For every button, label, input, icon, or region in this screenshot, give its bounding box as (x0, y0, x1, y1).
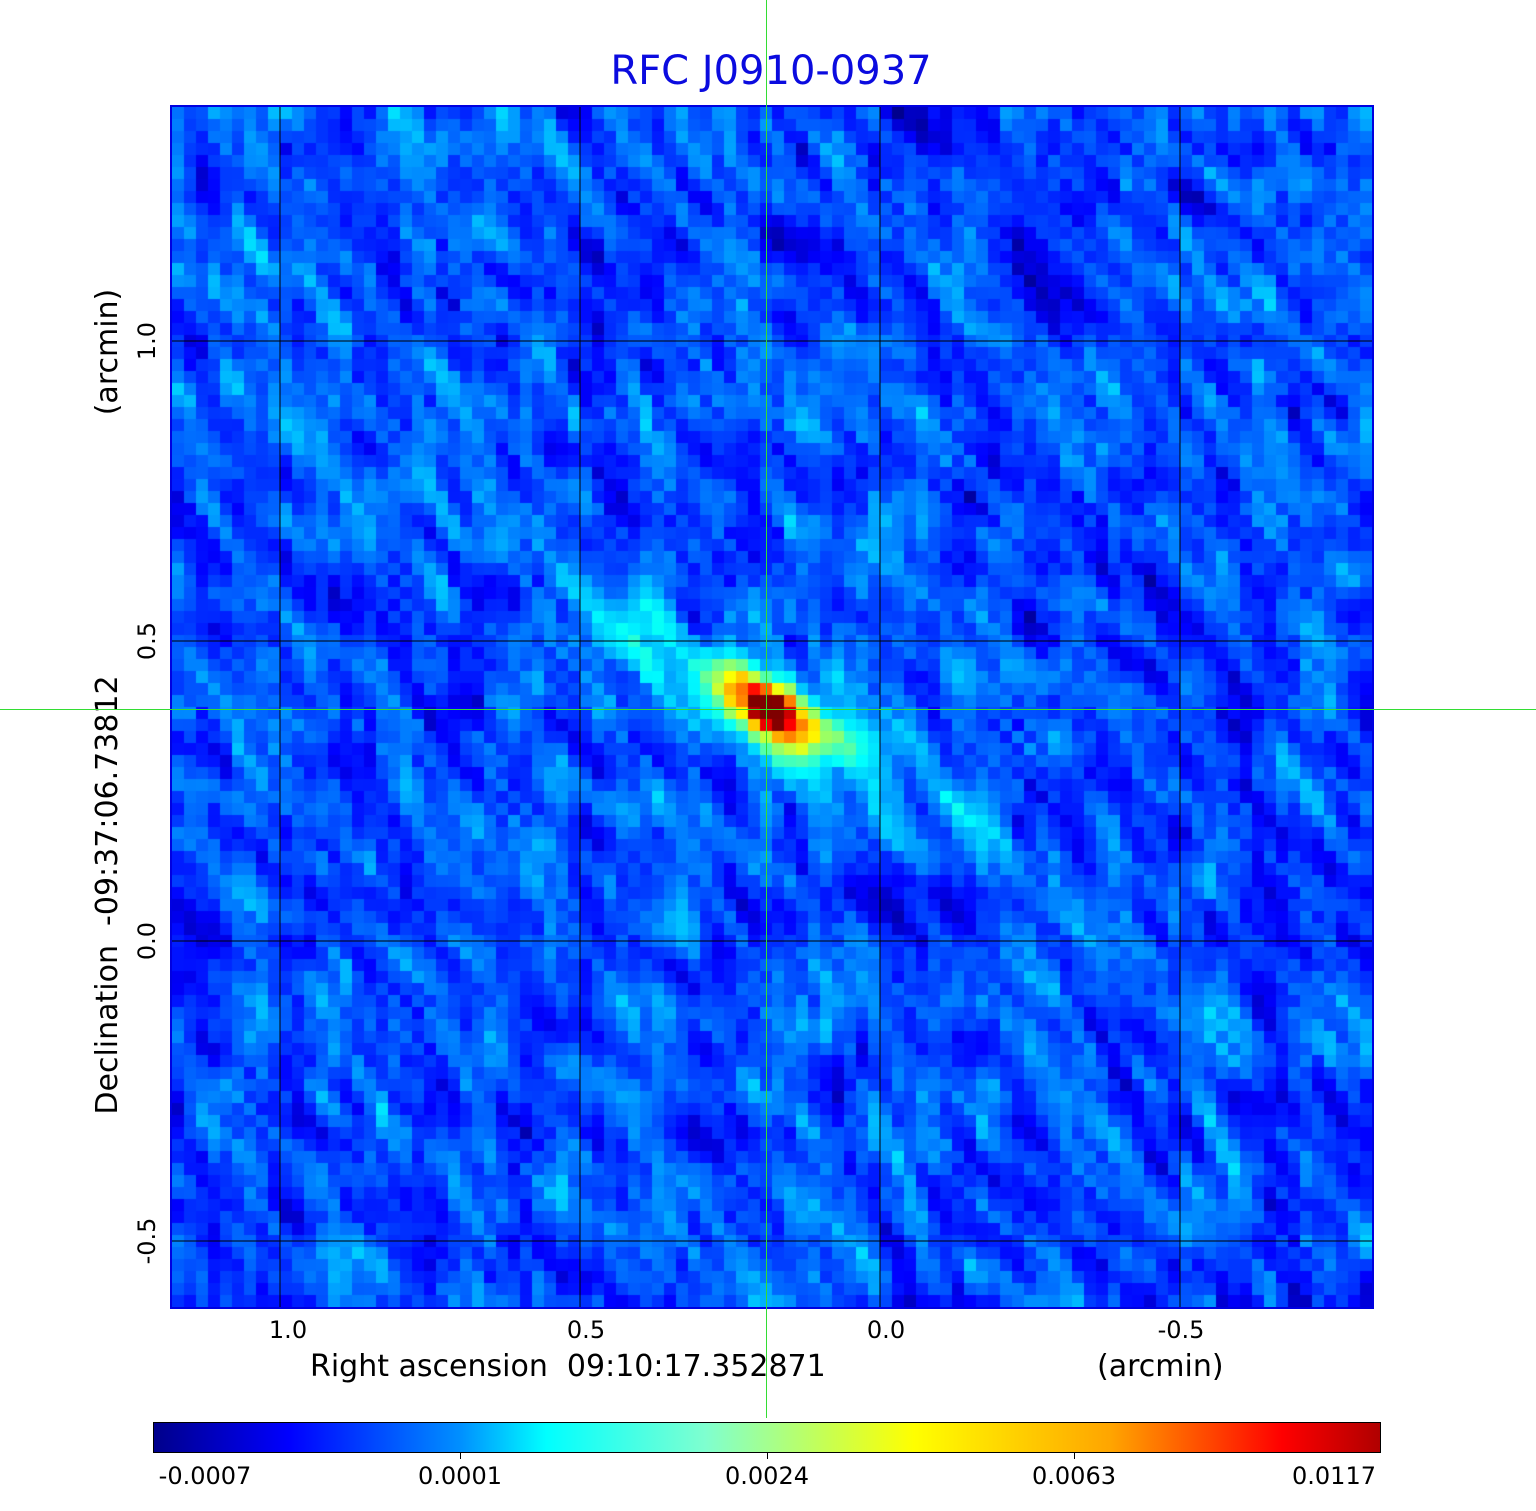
colorbar-tick (1074, 1453, 1075, 1459)
heatmap-image (172, 107, 1372, 1307)
x-tick-label: 1.0 (268, 1316, 308, 1344)
colorbar-tick-label: -0.0007 (158, 1462, 252, 1490)
colorbar-tick (767, 1453, 768, 1459)
colorbar-tick-label: 0.0117 (1292, 1462, 1376, 1490)
colorbar-tick-label: 0.0001 (418, 1462, 502, 1490)
y-tick-label: 1.0 (133, 321, 161, 361)
y-tick-label: 0.0 (133, 921, 161, 961)
y-axis-unit: (arcmin) (90, 288, 125, 416)
colorbar (153, 1422, 1381, 1453)
chart-title: RFC J0910-0937 (610, 48, 932, 94)
y-tick-label: 0.5 (133, 621, 161, 661)
x-tick-label: 0.0 (866, 1316, 906, 1344)
y-tick-label: -0.5 (133, 1217, 161, 1265)
y-axis-label: Declination -09:37:06.73812 (90, 675, 125, 1115)
crosshair-horizontal (0, 709, 1536, 710)
colorbar-tick-label: 0.0024 (725, 1462, 809, 1490)
x-tick-label: -0.5 (1157, 1316, 1205, 1344)
grid-lines (172, 107, 1372, 1307)
x-axis-unit: (arcmin) (1097, 1349, 1224, 1384)
plot-frame (170, 105, 1374, 1309)
x-tick-label: 0.5 (566, 1316, 606, 1344)
colorbar-tick-label: 0.0063 (1032, 1462, 1116, 1490)
colorbar-tick (460, 1453, 461, 1459)
x-axis-label: Right ascension 09:10:17.352871 (310, 1349, 826, 1384)
